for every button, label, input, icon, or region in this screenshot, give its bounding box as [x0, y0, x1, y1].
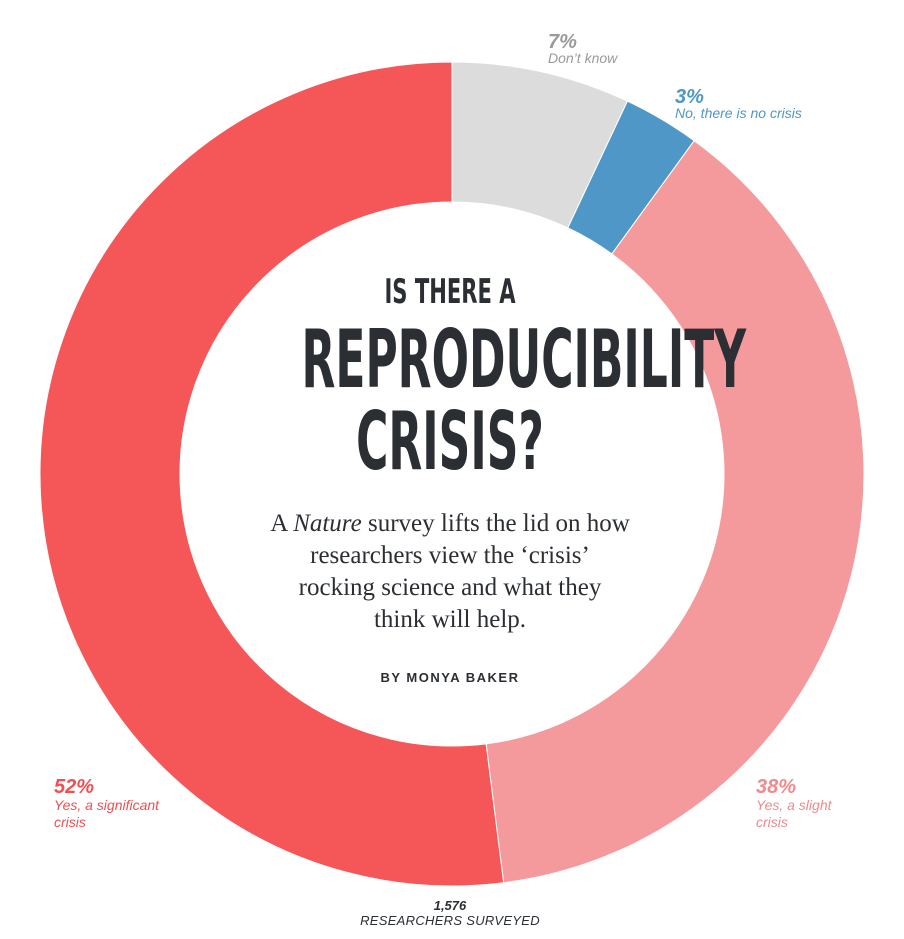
slice-pct-no-crisis: 3% [675, 86, 704, 108]
title-line-2: REPRODUCIBILITY [301, 313, 747, 406]
total-respondents: 1,576 RESEARCHERS SURVEYED [340, 898, 560, 928]
slice-label-slight-crisis-1: Yes, a slight [756, 797, 833, 813]
byline: BY MONYA BAKER [380, 670, 520, 685]
slice-significant-crisis [39, 61, 505, 887]
slice-label-dont-know: Don’t know [548, 50, 618, 66]
slice-label-no-crisis: No, there is no crisis [675, 105, 802, 121]
total-respondents-label: RESEARCHERS SURVEYED [360, 913, 540, 928]
slice-label-significant-crisis-1: Yes, a significant [54, 797, 160, 813]
slice-slight-crisis [485, 139, 865, 884]
slice-pct-significant-crisis: 52% [54, 776, 94, 798]
slice-label-slight-crisis-2: crisis [756, 814, 788, 830]
slice-label-significant-crisis-2: crisis [54, 814, 86, 830]
slice-pct-slight-crisis: 38% [756, 776, 796, 798]
total-respondents-value: 1,576 [433, 898, 467, 913]
subtitle: A Nature survey lifts the lid on how res… [270, 508, 630, 636]
title-line-1: IS THERE A [384, 272, 516, 312]
title-line-3: CRISIS? [356, 395, 544, 488]
donut-slices [39, 61, 865, 887]
subtitle-post: survey lifts the lid on how researchers … [298, 510, 630, 633]
subtitle-emphasis: Nature [293, 510, 362, 537]
slice-pct-dont-know: 7% [548, 31, 577, 53]
subtitle-pre: A [270, 510, 294, 537]
center-title-block: IS THERE A REPRODUCIBILITY CRISIS? A Nat… [180, 270, 747, 685]
